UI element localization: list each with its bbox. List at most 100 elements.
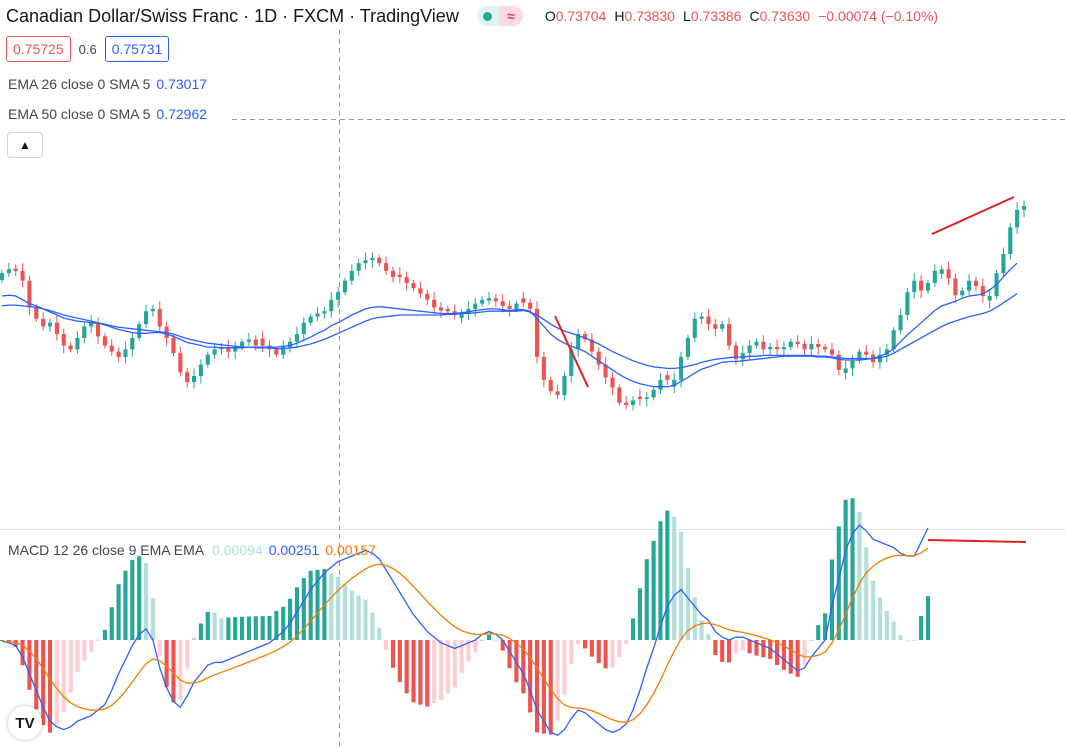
candle-down xyxy=(665,375,670,380)
candle-down xyxy=(706,316,711,325)
candle-up xyxy=(569,349,574,377)
histogram-bar xyxy=(665,510,670,640)
histogram-bar xyxy=(75,640,80,673)
histogram-bar xyxy=(877,597,883,640)
histogram-bar xyxy=(404,640,409,694)
histogram-bar xyxy=(884,610,889,640)
candle-up xyxy=(857,351,862,361)
histogram-bar xyxy=(130,559,135,640)
candle-down xyxy=(384,263,389,271)
candle-down xyxy=(555,391,560,396)
ohlc-close: C0.73630 xyxy=(749,8,811,24)
candle-up xyxy=(720,324,725,329)
histogram-bar xyxy=(493,640,498,641)
histogram-bar xyxy=(809,639,814,641)
candle-down xyxy=(274,349,279,355)
histogram-bar xyxy=(692,597,697,640)
histogram-bar xyxy=(212,612,217,640)
histogram-bar xyxy=(836,526,841,640)
buy-price-button[interactable]: 0.75731 xyxy=(104,36,170,62)
candle-down xyxy=(980,286,985,296)
trendline-price-drop[interactable] xyxy=(554,315,589,388)
histogram-bar xyxy=(699,620,704,640)
candle-up xyxy=(191,376,197,383)
candle-down xyxy=(493,298,498,302)
histogram-bar xyxy=(274,610,279,640)
candle-down xyxy=(425,293,430,300)
histogram-bar xyxy=(41,640,46,726)
candle-up xyxy=(123,349,128,357)
histogram-bar xyxy=(384,640,389,651)
histogram-bar xyxy=(233,617,238,640)
histogram-bar xyxy=(226,617,231,640)
histogram-bar xyxy=(548,640,553,735)
histogram-bar xyxy=(473,640,478,653)
candle-down xyxy=(41,318,46,327)
candle-up xyxy=(233,347,238,352)
histogram-bar xyxy=(253,616,258,640)
histogram-bar xyxy=(823,613,828,640)
candle-down xyxy=(919,280,924,291)
tradingview-logo-icon[interactable]: TV xyxy=(8,706,42,740)
candle-down xyxy=(761,341,766,350)
candle-down xyxy=(953,278,958,296)
candle-up xyxy=(301,322,306,335)
histogram-bar xyxy=(685,567,690,640)
histogram-bar xyxy=(658,521,663,640)
candle-up xyxy=(143,311,149,325)
trendline-macd-top[interactable] xyxy=(927,539,1027,543)
candle-up xyxy=(466,308,471,314)
histogram-bar xyxy=(672,516,677,640)
histogram-bar xyxy=(13,640,18,647)
candle-down xyxy=(432,299,437,308)
histogram-bar xyxy=(137,556,142,640)
histogram-bar xyxy=(150,598,155,640)
histogram-bar xyxy=(452,640,457,688)
histogram-bar xyxy=(191,637,197,640)
histogram-bar xyxy=(342,584,348,640)
candle-up xyxy=(486,298,492,301)
histogram-bar xyxy=(871,580,876,640)
histogram-bar xyxy=(486,635,492,640)
candle-up xyxy=(294,334,299,342)
histogram-bar xyxy=(143,563,149,640)
trendline-price-top[interactable] xyxy=(931,196,1015,235)
candle-up xyxy=(692,318,697,338)
candle-up xyxy=(336,292,341,300)
candle-up xyxy=(891,330,896,350)
candle-down xyxy=(548,379,553,392)
histogram-bar xyxy=(356,595,361,640)
histogram-bar xyxy=(617,640,622,658)
histogram-bar xyxy=(706,634,711,640)
ema50-legend[interactable]: EMA 50 close 0 SMA 5 0.72962 xyxy=(8,106,208,122)
candle-down xyxy=(500,301,505,306)
histogram-bar xyxy=(624,640,629,644)
macd-legend[interactable]: MACD 12 26 close 9 EMA EMA 0.00094 0.00251… xyxy=(8,542,376,558)
histogram-bar xyxy=(61,640,66,713)
candle-up xyxy=(240,341,245,348)
symbol-title[interactable]: Canadian Dollar/Swiss Franc · 1D · FXCM … xyxy=(6,5,459,26)
candle-up xyxy=(678,356,684,380)
ema26-legend[interactable]: EMA 26 close 0 SMA 5 0.73017 xyxy=(8,76,208,92)
ohlc-low: L0.73386 xyxy=(683,8,742,24)
candle-up xyxy=(740,353,745,360)
candle-up xyxy=(150,308,155,312)
histogram-bar xyxy=(678,531,684,640)
histogram-bar xyxy=(95,639,101,641)
histogram-bar xyxy=(171,640,176,703)
candle-down xyxy=(109,345,114,352)
market-status-pill[interactable]: ≈ xyxy=(476,6,523,26)
sell-price-button[interactable]: 0.75725 xyxy=(6,36,71,62)
candle-down xyxy=(438,307,444,311)
collapse-legend-button[interactable]: ▲ xyxy=(7,132,43,158)
histogram-bar xyxy=(267,615,272,640)
candle-down xyxy=(178,353,183,373)
candle-up xyxy=(514,303,519,309)
histogram-bar xyxy=(644,559,649,640)
candle-up xyxy=(809,344,814,350)
candle-down xyxy=(54,322,59,335)
histogram-bar xyxy=(562,640,567,695)
candle-up xyxy=(754,341,759,346)
histogram-bar xyxy=(89,640,94,652)
